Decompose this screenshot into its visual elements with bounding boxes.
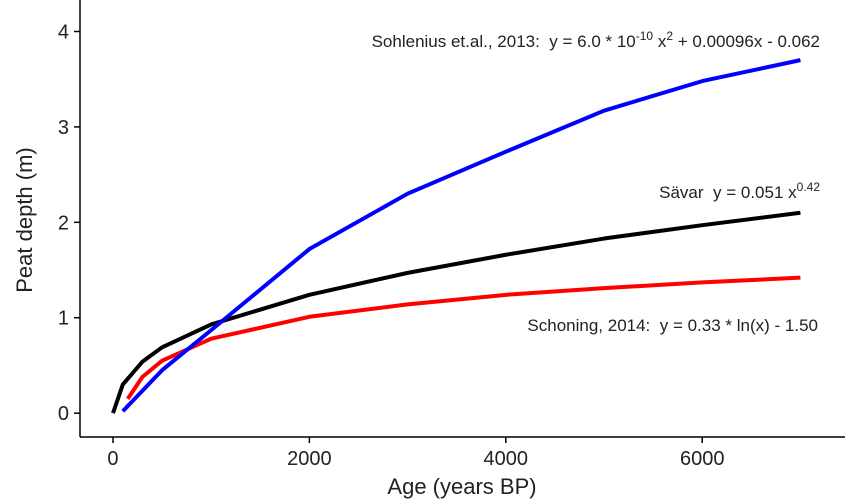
annotation-part: Schoning, 2014: y = 0.33 * ln(x) - 1.50: [527, 316, 818, 335]
annotation-part: Sävar y = 0.051 x: [659, 183, 797, 202]
annotation: Sävar y = 0.051 x0.42: [659, 180, 820, 202]
annotation-part: 0.42: [797, 180, 821, 194]
series-line: [121, 58, 801, 413]
annotation-part: x: [653, 32, 667, 51]
annotation-part: -10: [636, 29, 654, 43]
x-tick-label: 0: [107, 448, 118, 470]
annotation: Schoning, 2014: y = 0.33 * ln(x) - 1.50: [527, 316, 818, 335]
x-tick-label: 6000: [680, 448, 725, 470]
annotation-part: + 0.00096x - 0.062: [673, 32, 820, 51]
y-tick-label: 2: [58, 212, 69, 234]
series-line: [126, 275, 801, 400]
annotation-part: Sohlenius et.al., 2013: y = 6.0 * 10: [372, 32, 636, 51]
y-tick-label: 1: [58, 308, 69, 330]
y-tick-label: 3: [58, 117, 69, 139]
y-axis-title: Peat depth (m): [12, 147, 37, 293]
annotation: Sohlenius et.al., 2013: y = 6.0 * 10-10 …: [372, 29, 820, 51]
x-tick-label: 4000: [484, 448, 529, 470]
x-tick-label: 2000: [287, 448, 332, 470]
y-tick-label: 0: [58, 403, 69, 425]
y-tick-label: 4: [58, 21, 69, 43]
series-line: [111, 210, 801, 414]
annotation-part: 2: [666, 29, 673, 43]
x-axis-title: Age (years BP): [387, 474, 536, 499]
